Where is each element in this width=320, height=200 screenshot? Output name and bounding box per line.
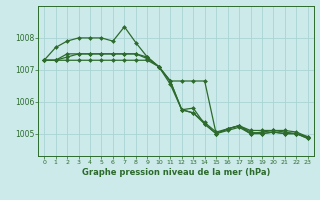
X-axis label: Graphe pression niveau de la mer (hPa): Graphe pression niveau de la mer (hPa) xyxy=(82,168,270,177)
